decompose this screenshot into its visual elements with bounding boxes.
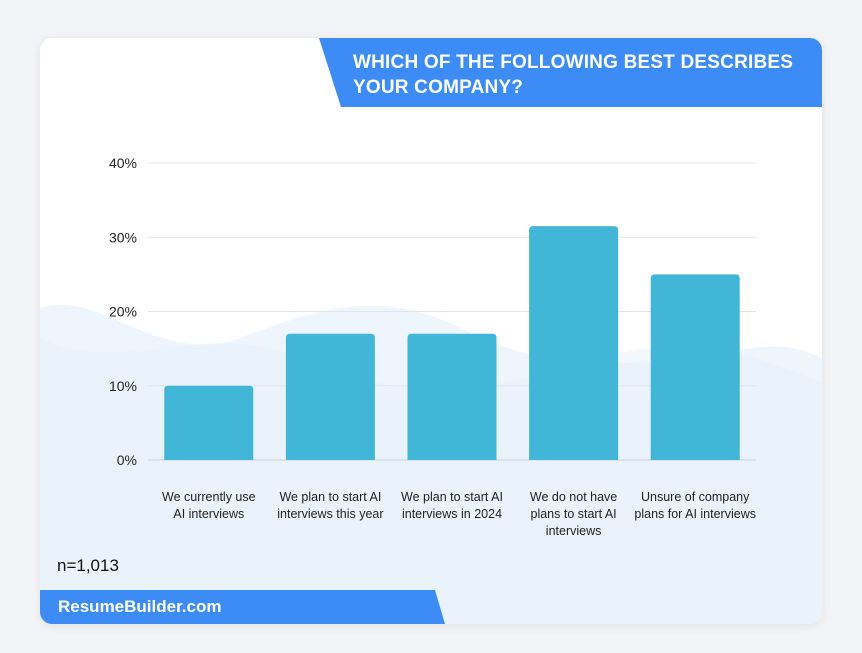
x-axis: We currently use AI interviews We plan to … xyxy=(162,490,756,538)
bar-chart: 0% 10% 20% 30% 40% We currently use AI interv… xyxy=(40,155,822,624)
x-tick-label: We currently use AI interviews xyxy=(162,490,256,521)
x-tick-label: We plan to start AI interviews in 2024 xyxy=(401,490,503,521)
bar xyxy=(650,274,740,460)
y-tick-label: 40% xyxy=(109,155,137,171)
chart-card: 0% 10% 20% 30% 40% We currently use AI interv… xyxy=(40,38,822,624)
bars xyxy=(164,226,740,460)
brand-label: ResumeBuilder.com xyxy=(58,597,222,616)
title-banner: WHICH OF THE FOLLOWING BEST DESCRIBES YO… xyxy=(319,38,822,107)
bar xyxy=(285,333,375,460)
y-axis: 0% 10% 20% 30% 40% xyxy=(109,155,137,468)
brand-banner: ResumeBuilder.com xyxy=(40,590,445,624)
bar xyxy=(529,226,619,460)
y-tick-label: 30% xyxy=(109,229,137,245)
x-tick-label: We plan to start AI interviews this year xyxy=(277,490,383,521)
x-tick-label: We do not have plans to start AI interview… xyxy=(530,490,617,538)
sample-size: n=1,013 xyxy=(57,556,119,575)
y-tick-label: 0% xyxy=(117,452,137,468)
x-tick-label: Unsure of company plans for AI interviews xyxy=(634,490,756,521)
bar xyxy=(407,333,497,460)
chart-title: WHICH OF THE FOLLOWING BEST DESCRIBES YO… xyxy=(353,52,794,98)
bar xyxy=(164,385,254,460)
y-tick-label: 10% xyxy=(109,378,137,394)
y-tick-label: 20% xyxy=(109,304,137,320)
